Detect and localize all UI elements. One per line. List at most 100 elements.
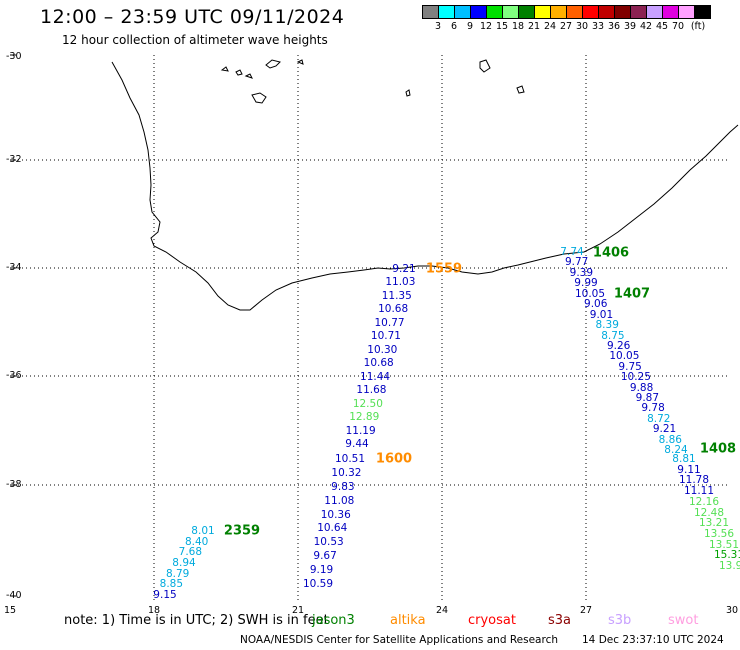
color-scale-tick: 15 (495, 21, 509, 32)
longitude-label: 30 (725, 605, 739, 616)
swh-value: 10.36 (320, 508, 351, 521)
pass-time-label: 1559 (425, 261, 463, 277)
swh-value: 13.51 (708, 538, 740, 551)
color-scale-tick: 70 (671, 21, 685, 32)
color-scale-tick: 27 (559, 21, 573, 32)
color-scale-tick: 36 (607, 21, 621, 32)
page-title: 12:00 – 23:59 UTC 09/11/2024 (40, 6, 345, 28)
swh-value: 12.50 (352, 397, 383, 410)
swh-value: 9.39 (569, 266, 594, 279)
swh-value: 7.68 (178, 546, 203, 559)
color-scale-tick: 3 (434, 21, 442, 32)
swh-value: 11.03 (385, 276, 416, 289)
swh-value: 11.35 (381, 289, 412, 302)
swh-value: 10.25 (620, 371, 651, 384)
swh-value: 9.83 (331, 480, 355, 493)
color-scale-tick: 45 (655, 21, 669, 32)
latitude-label: -34 (6, 262, 22, 273)
color-scale-tick: 12 (479, 21, 493, 32)
swh-value: 13.91 (718, 560, 740, 572)
footer-note: note: 1) Time is in UTC; 2) SWH is in fe… (64, 613, 329, 628)
swh-value: 10.05 (574, 288, 606, 300)
color-scale-tick: 39 (623, 21, 637, 32)
swh-value: 9.21 (652, 423, 677, 436)
color-scale-tick: 42 (639, 21, 653, 32)
swh-value: 11.44 (360, 370, 391, 383)
page-subtitle: 12 hour collection of altimeter wave hei… (62, 33, 328, 47)
satellite-legend-swot: swot (668, 613, 699, 628)
swh-value: 12.89 (349, 411, 380, 424)
longitude-label: 18 (147, 605, 161, 616)
swh-value: 8.85 (159, 578, 184, 591)
color-swatch (694, 5, 711, 19)
swh-value: 9.67 (313, 550, 337, 563)
islands (220, 59, 525, 104)
swh-value: 9.99 (574, 277, 598, 289)
swh-value: 8.79 (165, 567, 190, 580)
pass-time-label: 1408 (699, 441, 737, 457)
swh-value: 11.68 (356, 384, 387, 397)
swh-value: 9.01 (589, 308, 614, 321)
pass-time-label: 1406 (592, 245, 630, 261)
pass-time-label: 1407 (613, 286, 651, 302)
swh-value: 10.59 (302, 578, 334, 590)
swh-value: 10.53 (313, 536, 344, 549)
swh-value: 10.51 (334, 453, 366, 465)
swh-value: 9.87 (635, 392, 660, 404)
credit-line: NOAA/NESDIS Center for Satellite Applica… (240, 634, 558, 646)
swh-value: 10.32 (331, 466, 362, 479)
swh-value: 9.21 (392, 263, 416, 275)
swh-value: 8.72 (647, 412, 671, 425)
latitude-label: -38 (6, 479, 22, 490)
satellite-legend-s3b: s3b (608, 613, 632, 628)
satellite-legend-cryosat: cryosat (468, 613, 516, 628)
swh-value: 9.44 (345, 438, 369, 450)
color-scale-ticks: 3 6 9 12 15 18 21 24 27 30 33 36 39 42 45 70 (ft) (422, 21, 740, 35)
latitude-label: -36 (6, 370, 22, 381)
swh-value: 9.78 (641, 402, 665, 415)
color-scale-tick: 21 (527, 21, 541, 32)
latitude-label: -30 (6, 51, 22, 62)
swh-value: 9.75 (618, 360, 642, 373)
coastline (111, 61, 739, 311)
color-scale-tick: 18 (511, 21, 525, 32)
longitude-label: 24 (435, 605, 449, 616)
swh-value: 8.75 (601, 329, 625, 342)
swh-value: 10.05 (609, 350, 640, 363)
swh-value: 9.15 (153, 589, 177, 601)
swh-value: 10.68 (363, 357, 394, 370)
latitude-label: -32 (6, 154, 22, 165)
swh-value: 10.68 (378, 303, 409, 316)
swh-value: 10.30 (367, 343, 398, 356)
color-scale-tick: (ft) (690, 21, 706, 32)
swh-value: 8.86 (658, 433, 682, 446)
satellite-legend-jason3: jason3 (312, 613, 355, 628)
swh-value: 11.08 (324, 494, 355, 507)
swh-value: 9.77 (564, 256, 589, 269)
swh-value: 10.77 (374, 316, 405, 329)
swh-value: 11.11 (683, 485, 715, 498)
swh-value: 9.26 (606, 340, 631, 352)
swh-value: 15.31 (713, 549, 740, 562)
swh-value: 13.21 (698, 517, 730, 530)
longitude-label: 21 (291, 605, 305, 616)
swh-value: 8.94 (172, 557, 196, 569)
swh-value: 9.06 (584, 298, 608, 311)
color-scale-tick: 6 (450, 21, 458, 32)
color-scale-bar (422, 5, 711, 19)
longitude-label: 27 (579, 605, 593, 616)
swh-value: 11.78 (678, 474, 710, 487)
swh-value: 10.64 (317, 522, 348, 535)
map-grid (10, 55, 730, 602)
swh-value: 13.56 (703, 527, 735, 540)
pass-time-label: 1600 (375, 451, 413, 467)
swh-value: 11.19 (345, 424, 376, 437)
generated-timestamp: 14 Dec 23:37:10 UTC 2024 (582, 634, 724, 646)
satellite-legend-altika: altika (390, 613, 426, 628)
swh-value: 9.88 (629, 381, 654, 394)
swh-value: 12.16 (688, 495, 720, 508)
color-scale-tick: 30 (575, 21, 589, 32)
swh-value: 12.48 (693, 506, 725, 519)
satellite-legend-s3a: s3a (548, 613, 572, 628)
color-scale-tick: 33 (591, 21, 605, 32)
